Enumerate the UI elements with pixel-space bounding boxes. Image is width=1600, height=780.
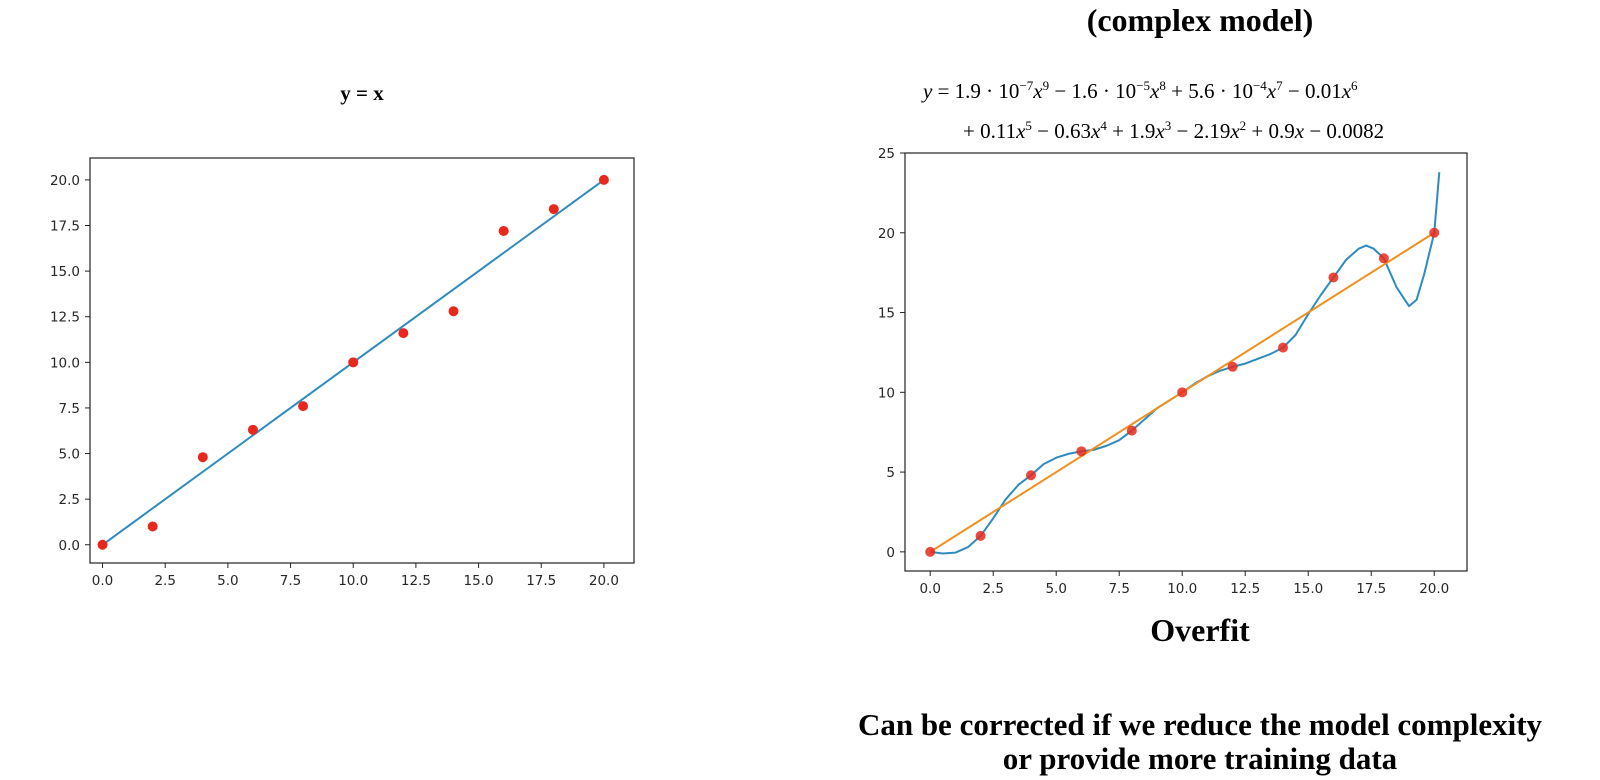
y-tick-label: 12.5 [50,310,80,326]
y-tick-label: 15 [878,306,895,322]
x-tick-label: 10.0 [338,573,368,589]
chart-title: y = x [340,81,384,105]
data-point [1126,425,1137,436]
y-tick-label: 20 [878,226,895,242]
data-point [548,204,559,215]
x-tick-label: 15.0 [464,573,494,589]
overfit-label: Overfit [1150,612,1250,648]
page-heading: (complex model) [1086,2,1314,38]
x-tick-label: 20.0 [1419,581,1449,597]
data-point [1378,253,1389,264]
equation-line-1: y = 1.9 · 10−7x9 − 1.6 · 10−5x8 + 5.6 · … [923,78,1358,103]
x-tick-label: 17.5 [1356,581,1386,597]
data-point [1026,470,1037,481]
data-point [247,424,258,435]
conclusion-line-1: Can be corrected if we reduce the model … [857,707,1543,742]
y-tick-label: 2.5 [59,492,80,508]
data-point [975,530,986,541]
data-point [97,539,108,550]
x-tick-label: 20.0 [589,573,619,589]
x-tick-label: 10.0 [1167,581,1197,597]
y-tick-label: 17.5 [50,219,80,235]
x-tick-label: 7.5 [280,573,301,589]
data-point [147,521,158,532]
series-line-1 [930,172,1441,555]
x-tick-label: 15.0 [1293,581,1323,597]
data-point [1429,227,1440,238]
y-tick-label: 15.0 [50,264,80,280]
data-point [1328,272,1339,283]
y-tick-label: 0 [886,545,895,561]
data-point [598,174,609,185]
x-tick-label: 5.0 [217,573,238,589]
chart-right-overfit: 0.0 2.5 5.0 7.5 10.0 12.5 15.0 17.5 20.0 0 5 10 15 20… [878,146,1468,597]
x-tick-label: 2.5 [154,573,175,589]
x-tick-label: 12.5 [401,573,431,589]
data-point [197,452,208,463]
data-point [1177,387,1188,398]
chart-left-linear-fit: y = x 0.0 2.5 5.0 7.5 10.0 12.5 15.0 17.5 20.0 0.0… [50,81,635,589]
x-tick-label: 0.0 [919,581,940,597]
x-tick-label: 17.5 [526,573,556,589]
y-tick-label: 5.0 [59,447,80,463]
y-tick-label: 10.0 [50,355,80,371]
data-point [925,546,936,557]
data-point [298,401,309,412]
plot-frame [904,152,1468,572]
x-tick-label: 5.0 [1045,581,1066,597]
y-tick-label: 25 [878,146,895,162]
equation-line-2: + 0.11x5 − 0.63x4 + 1.9x3 − 2.19x2 + 0.9… [963,118,1385,143]
x-tick-label: 0.0 [92,573,113,589]
y-tick-label: 20.0 [50,173,80,189]
y-tick-label: 7.5 [59,401,80,417]
plot-frame [89,157,635,564]
x-tick-label: 2.5 [982,581,1003,597]
data-point [448,306,459,317]
y-tick-label: 10 [878,385,895,401]
y-tick-label: 0.0 [59,538,80,554]
x-tick-label: 12.5 [1230,581,1260,597]
data-point [398,328,409,339]
data-point [1227,361,1238,372]
x-tick-label: 7.5 [1108,581,1129,597]
data-point [1278,342,1289,353]
data-point [1076,446,1087,457]
conclusion-text: Can be corrected if we reduce the model … [830,708,1570,776]
conclusion-line-2: or provide more training data [1002,741,1398,776]
data-point [498,225,509,236]
y-tick-label: 5 [886,465,895,481]
data-point [348,357,359,368]
